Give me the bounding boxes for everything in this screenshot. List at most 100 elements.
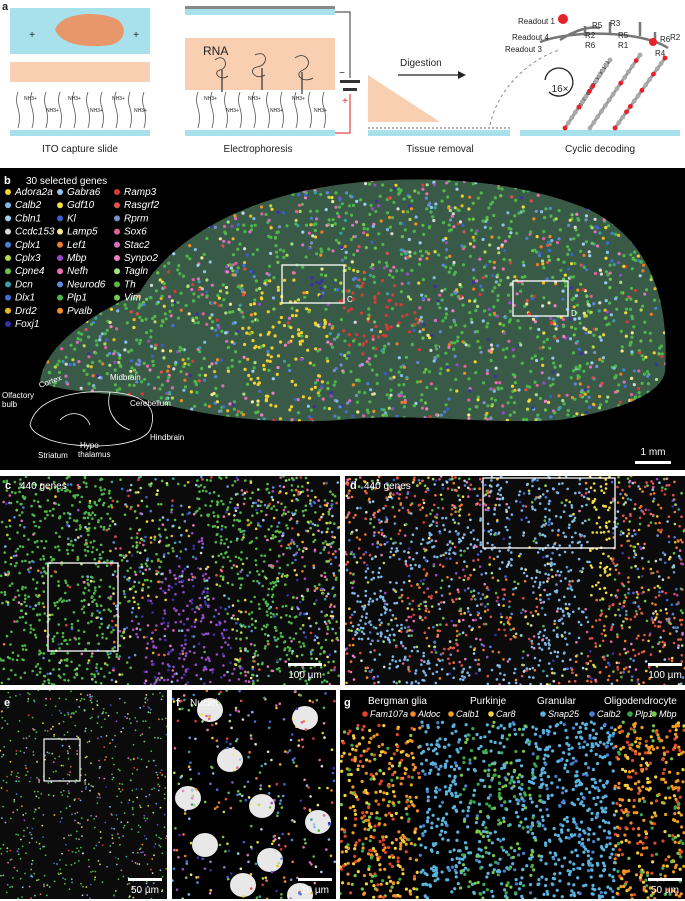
transcript-dot — [478, 257, 482, 261]
transcript-dot — [608, 663, 611, 667]
transcript-dot — [162, 304, 166, 308]
transcript-dot — [529, 230, 533, 234]
transcript-dot — [37, 601, 41, 605]
transcript-dot — [377, 335, 381, 339]
transcript-dot — [140, 565, 144, 569]
transcript-dot — [472, 238, 476, 243]
transcript-dot — [568, 544, 571, 547]
transcript-dot — [74, 672, 78, 676]
transcript-dot — [176, 316, 180, 320]
transcript-dot — [320, 587, 323, 590]
transcript-dot — [617, 571, 621, 575]
transcript-dot — [275, 560, 279, 563]
transcript-dot — [265, 359, 269, 363]
transcript-dot — [658, 650, 662, 653]
transcript-dot — [204, 504, 207, 507]
transcript-dot — [486, 682, 490, 685]
transcript-dot — [126, 569, 129, 573]
transcript-dot — [119, 547, 122, 550]
transcript-dot — [107, 656, 111, 659]
transcript-dot — [196, 497, 199, 500]
transcript-dot — [373, 280, 377, 284]
transcript-dot — [178, 657, 181, 660]
transcript-dot — [302, 291, 306, 295]
transcript-dot — [95, 602, 98, 606]
transcript-dot — [574, 228, 578, 232]
transcript-dot — [160, 676, 163, 680]
transcript-dot — [115, 327, 119, 331]
transcript-dot — [434, 681, 438, 685]
transcript-dot — [375, 373, 379, 377]
transcript-dot — [23, 671, 27, 675]
transcript-dot — [109, 549, 112, 553]
transcript-dot — [369, 203, 373, 207]
transcript-dot — [34, 604, 37, 607]
transcript-dot — [355, 199, 359, 203]
transcript-dot — [254, 508, 258, 512]
transcript-dot — [422, 498, 425, 502]
transcript-dot — [493, 196, 497, 200]
transcript-dot — [320, 267, 324, 271]
transcript-dot — [257, 499, 260, 502]
transcript-dot — [76, 337, 80, 341]
transcript-dot — [479, 350, 483, 354]
transcript-dot — [118, 356, 122, 360]
transcript-dot — [450, 619, 454, 623]
transcript-dot — [452, 347, 456, 351]
transcript-dot — [216, 520, 219, 523]
transcript-dot — [318, 518, 322, 521]
transcript-dot — [87, 511, 90, 515]
transcript-dot — [519, 611, 523, 615]
transcript-dot — [63, 482, 66, 485]
transcript-dot — [434, 494, 437, 497]
transcript-dot — [143, 578, 147, 582]
transcript-dot — [184, 683, 188, 685]
transcript-dot — [344, 410, 348, 414]
transcript-dot — [581, 242, 586, 246]
transcript-dot — [338, 569, 340, 572]
transcript-dot — [161, 349, 165, 353]
transcript-dot — [373, 183, 377, 187]
transcript-dot — [298, 548, 301, 551]
transcript-dot — [169, 314, 173, 318]
transcript-dot — [155, 569, 158, 573]
transcript-dot — [402, 197, 406, 201]
transcript-dot — [357, 245, 361, 249]
transcript-dot — [262, 417, 266, 421]
transcript-dot — [422, 323, 426, 327]
transcript-dot — [93, 598, 96, 602]
transcript-dot — [123, 575, 126, 579]
transcript-dot — [236, 572, 240, 576]
transcript-dot — [337, 215, 341, 219]
transcript-dot — [200, 537, 204, 540]
transcript-dot — [337, 526, 340, 529]
transcript-dot — [425, 385, 429, 390]
transcript-dot — [542, 296, 546, 300]
transcript-dot — [334, 550, 337, 553]
transcript-dot — [372, 275, 376, 279]
transcript-dot — [460, 664, 464, 667]
transcript-dot — [171, 324, 175, 328]
transcript-dot — [226, 369, 230, 373]
transcript-dot — [349, 571, 352, 575]
transcript-dot — [459, 549, 463, 552]
transcript-dot — [385, 251, 389, 255]
transcript-dot — [636, 592, 640, 596]
transcript-dot — [228, 302, 232, 306]
transcript-dot — [227, 643, 230, 647]
transcript-dot — [118, 629, 122, 633]
transcript-dot — [157, 672, 161, 675]
transcript-dot — [282, 476, 285, 478]
transcript-dot — [152, 644, 155, 648]
transcript-dot — [371, 263, 375, 267]
transcript-dot — [371, 267, 375, 271]
transcript-dot — [24, 559, 27, 563]
transcript-dot — [295, 551, 299, 555]
transcript-dot — [522, 263, 526, 267]
transcript-dot — [677, 646, 680, 650]
transcript-dot — [21, 585, 25, 589]
transcript-dot — [325, 191, 329, 195]
transcript-dot — [43, 517, 47, 520]
transcript-dot — [491, 273, 495, 277]
transcript-dot — [600, 612, 604, 615]
